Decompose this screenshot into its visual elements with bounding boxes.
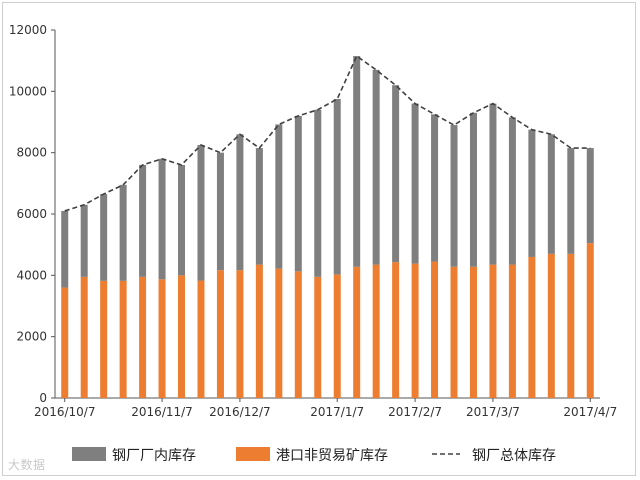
bar-port-inventory (431, 261, 439, 398)
y-tick-label: 4000 (16, 268, 47, 282)
bar-mill-inventory (489, 103, 497, 265)
bar-mill-inventory (61, 210, 69, 288)
line-total-inventory (64, 54, 591, 212)
bar-port-inventory (119, 280, 127, 398)
bar-port-inventory (139, 276, 147, 398)
bar-mill-inventory (80, 204, 88, 277)
bar-port-inventory (61, 287, 69, 398)
bar-port-inventory (255, 264, 263, 398)
y-tick-label: 0 (39, 391, 47, 405)
bar-mill-inventory (547, 134, 555, 254)
bar-mill-inventory (314, 109, 322, 277)
bar-mill-inventory (158, 158, 166, 280)
bar-port-inventory (80, 276, 88, 398)
bar-mill-inventory (431, 114, 439, 262)
legend-label: 港口非贸易矿库存 (276, 448, 388, 464)
bar-mill-inventory (528, 129, 536, 257)
bar-mill-inventory (567, 148, 575, 254)
legend-label: 钢厂总体库存 (472, 448, 556, 464)
bar-port-inventory (178, 275, 186, 398)
bar-port-inventory (158, 279, 166, 398)
legend-swatch (236, 447, 270, 461)
bar-port-inventory (372, 264, 380, 398)
bar-mill-inventory (197, 145, 205, 281)
bar-mill-inventory (392, 85, 400, 263)
bar-port-inventory (508, 264, 516, 398)
bar-port-inventory (547, 253, 555, 398)
x-tick-label: 2016/10/7 (34, 405, 96, 419)
bar-port-inventory (392, 262, 400, 398)
bar-mill-inventory (236, 134, 244, 271)
bar-mill-inventory (333, 99, 341, 275)
y-tick-label: 10000 (9, 84, 47, 98)
bar-port-inventory (314, 276, 322, 398)
legend-swatch (72, 447, 106, 461)
bar-mill-inventory (255, 148, 263, 265)
y-tick-label: 2000 (16, 330, 47, 344)
bar-port-inventory (353, 266, 361, 398)
bar-port-inventory (275, 268, 283, 398)
bar-port-inventory (100, 280, 108, 398)
bar-mill-inventory (450, 125, 458, 267)
bar-port-inventory (586, 243, 594, 398)
bar-mill-inventory (411, 103, 419, 264)
bar-mill-inventory (178, 164, 186, 276)
bar-port-inventory (411, 263, 419, 398)
x-tick-label: 2016/11/7 (131, 405, 193, 419)
y-tick-label: 8000 (16, 146, 47, 160)
y-tick-label: 12000 (9, 23, 47, 37)
bar-port-inventory (567, 253, 575, 398)
bar-port-inventory (236, 270, 244, 398)
bar-mill-inventory (469, 112, 477, 267)
x-tick-label: 2017/2/7 (388, 405, 442, 419)
bar-mill-inventory (586, 148, 594, 244)
bar-port-inventory (197, 280, 205, 398)
bar-mill-inventory (139, 164, 147, 277)
chart-frame (2, 2, 636, 476)
x-tick-label: 2016/12/7 (209, 405, 271, 419)
bar-mill-inventory (294, 115, 302, 272)
bar-port-inventory (333, 274, 341, 398)
bar-port-inventory (450, 266, 458, 398)
bar-mill-inventory (508, 117, 516, 265)
bar-port-inventory (528, 256, 536, 398)
watermark: 大数据 (8, 458, 46, 472)
legend-label: 钢厂厂内库存 (112, 448, 196, 464)
bar-mill-inventory (353, 56, 361, 267)
bar-port-inventory (469, 266, 477, 398)
bar-port-inventory (216, 270, 224, 398)
x-tick-label: 2017/4/7 (563, 405, 617, 419)
x-tick-label: 2017/1/7 (310, 405, 364, 419)
bar-mill-inventory (119, 184, 127, 281)
bar-mill-inventory (216, 152, 224, 271)
bar-mill-inventory (275, 124, 283, 269)
bar-port-inventory (294, 271, 302, 398)
x-tick-label: 2017/3/7 (466, 405, 520, 419)
bar-port-inventory (489, 264, 497, 398)
bar-mill-inventory (372, 69, 380, 265)
y-tick-label: 6000 (16, 207, 47, 221)
bar-mill-inventory (100, 194, 108, 281)
